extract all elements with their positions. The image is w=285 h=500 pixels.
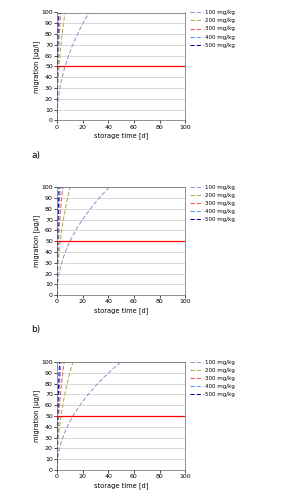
Text: b): b) — [31, 326, 40, 334]
Y-axis label: migration [µg/l]: migration [µg/l] — [33, 40, 40, 92]
Text: a): a) — [31, 150, 40, 160]
Y-axis label: migration [µg/l]: migration [µg/l] — [33, 215, 40, 268]
X-axis label: storage time [d]: storage time [d] — [94, 132, 148, 139]
X-axis label: storage time [d]: storage time [d] — [94, 482, 148, 488]
Legend: 100 mg/kg, 200 mg/kg, 300 mg/kg, 400 mg/kg, 500 mg/kg: 100 mg/kg, 200 mg/kg, 300 mg/kg, 400 mg/… — [190, 360, 235, 397]
Y-axis label: migration [µg/l]: migration [µg/l] — [33, 390, 40, 442]
Legend: 100 mg/kg, 200 mg/kg, 300 mg/kg, 400 mg/kg, 500 mg/kg: 100 mg/kg, 200 mg/kg, 300 mg/kg, 400 mg/… — [190, 185, 235, 222]
Legend: 100 mg/kg, 200 mg/kg, 300 mg/kg, 400 mg/kg, 500 mg/kg: 100 mg/kg, 200 mg/kg, 300 mg/kg, 400 mg/… — [190, 10, 235, 48]
X-axis label: storage time [d]: storage time [d] — [94, 307, 148, 314]
